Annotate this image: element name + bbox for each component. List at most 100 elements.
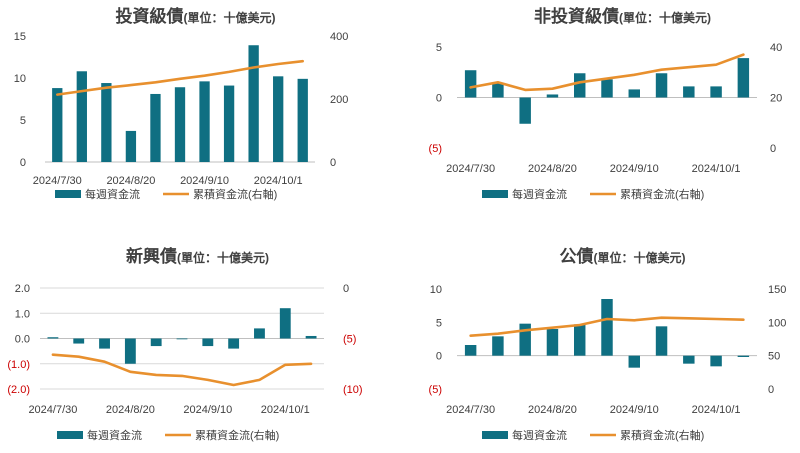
legend-bar-label: 每週資金流 [512,428,567,442]
bar [683,355,695,364]
bar [546,94,559,98]
bar [519,97,531,124]
y-left-tick-label: 1.0 [15,308,30,320]
x-tick-label: 2024/7/30 [446,163,495,175]
y-right-tick-label: 100 [768,317,786,329]
x-tick-label: 2024/7/30 [28,404,77,416]
bar [546,329,559,356]
x-tick-label: 2024/8/20 [528,163,577,175]
chart-unit: (單位：十億美元) [594,250,686,265]
legend-bar-label: 每週資金流 [512,187,567,201]
bar [710,86,722,98]
x-tick-label: 2024/9/10 [610,404,659,416]
x-tick-label: 2024/10/1 [692,404,741,416]
legend-bar-swatch [482,190,508,198]
chart-title-main: 公債 [560,246,594,266]
x-tick-label: 2024/10/1 [261,404,310,416]
chart-unit: (單位：十億美元) [619,10,711,25]
y-right-tick-label: 40 [770,42,782,54]
bar [150,93,161,162]
y-left-tick-label: (2.0) [7,384,30,396]
bar [710,355,722,367]
y-left-tick-label: (5) [429,143,442,155]
legend-bar-swatch [482,431,508,439]
y-left-tick-label: (1.0) [7,359,30,371]
bar [519,323,531,356]
bar [464,70,477,98]
x-tick-label: 2024/9/10 [610,163,659,175]
bar [737,355,750,357]
y-right-tick-label: 200 [330,94,348,106]
bar [150,338,162,347]
y-left-tick-label: 0 [20,157,26,169]
chart-hy: 非投資級債(單位：十億美元) (5) 0 5 0 20 40 2024/7/30 2024/8/… [429,6,783,201]
x-tick-label: 2024/10/1 [692,163,741,175]
legend-bar-swatch [55,190,81,198]
bar [174,87,186,162]
bar [492,83,504,98]
bar [279,308,291,339]
bar [297,78,308,162]
y-right-tick-label: 0 [768,384,774,396]
bar [683,86,695,98]
bar [73,338,85,344]
cumulative-line [469,316,745,338]
chart-em: 新興債(單位：十億美元) (2.0) (1.0) 0.0 1.0 2.0 (10) (5) 0 2… [7,246,362,442]
legend-bar-label: 每週資金流 [85,187,140,201]
chart-title: 公債(單位：十億美元) [560,246,686,266]
bar [574,73,586,98]
bar [628,355,640,368]
x-tick-label: 2024/10/1 [254,175,303,187]
chart-title-main: 非投資級債 [534,6,619,26]
chart-title-main: 投資級債 [116,6,184,26]
bar [492,336,504,356]
bar [464,345,477,356]
bar [655,326,668,356]
y-right-tick-label: 50 [768,351,780,363]
bar [305,335,317,339]
x-tick-label: 2024/9/10 [183,404,232,416]
chart-title: 投資級債(單位：十億美元) [116,6,276,26]
y-left-tick-label: 0.0 [15,334,30,346]
y-left-tick-label: 5 [436,317,442,329]
bar [254,328,265,339]
bar [737,58,750,98]
y-left-tick-label: 10 [14,73,26,85]
bar [101,83,112,162]
y-left-tick-label: (5) [429,384,442,396]
y-left-tick-label: 5 [436,42,442,54]
chart-ig: 投資級債(單位：十億美元) 0 5 10 15 0 200 400 2024/7/30 2024/… [14,6,349,201]
y-right-tick-label: 0 [770,143,776,155]
legend-line-label: 累積資金流(右軸) [193,187,277,201]
chart-unit: (單位：十億美元) [177,250,269,265]
bar [125,130,137,162]
y-right-tick-label: 150 [768,284,786,296]
cumulative-line [51,353,313,387]
x-tick-label: 2024/7/30 [446,404,495,416]
y-left-tick-label: 0 [436,351,442,363]
bar [202,338,214,347]
bar [248,45,259,162]
y-left-tick-label: 2.0 [15,283,30,295]
y-right-tick-label: (5) [343,334,356,346]
x-tick-label: 2024/9/10 [180,175,229,187]
y-right-tick-label: (10) [343,384,363,396]
bar [176,338,188,340]
y-right-tick-label: 20 [770,93,782,105]
y-right-tick-label: 400 [330,31,348,43]
y-left-tick-label: 10 [430,284,442,296]
cumulative-line [55,59,305,96]
bar [273,76,284,162]
bar [228,338,240,349]
bar [628,89,640,98]
x-tick-label: 2024/7/30 [33,175,82,187]
x-tick-label: 2024/8/20 [528,404,577,416]
x-tick-label: 2024/8/20 [106,175,155,187]
bar [76,71,87,162]
legend-line-label: 累積資金流(右軸) [620,187,704,201]
bar [47,337,59,339]
y-right-tick-label: 0 [330,157,336,169]
